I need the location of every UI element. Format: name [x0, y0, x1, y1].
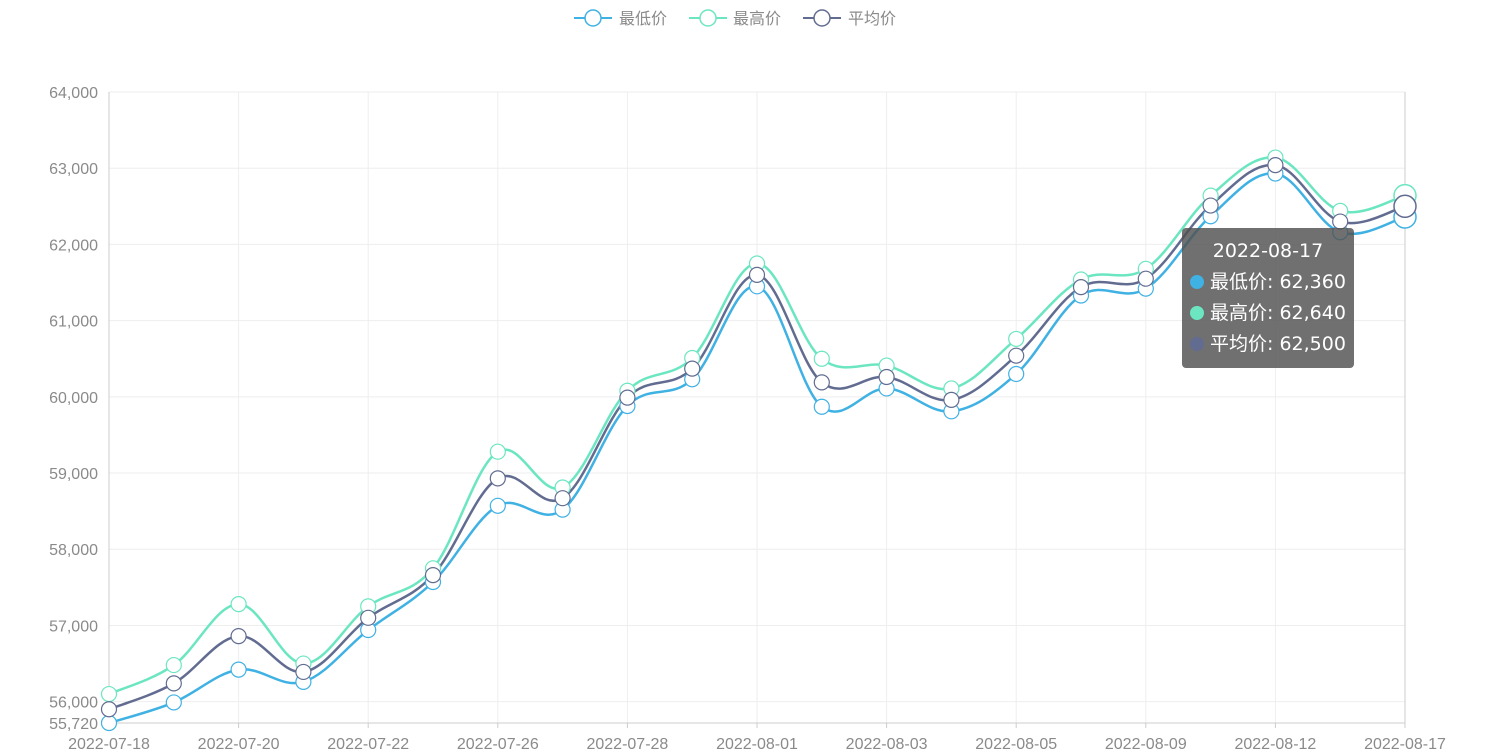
data-point-avg[interactable]: [878, 368, 895, 386]
legend-label: 平均价: [848, 9, 896, 28]
data-point-avg[interactable]: [1267, 157, 1284, 174]
y-tick-label: 55,720: [49, 716, 98, 733]
data-point-avg[interactable]: [1072, 278, 1090, 296]
data-point-max[interactable]: [489, 443, 506, 460]
series-layer: [100, 149, 1417, 732]
tooltip-row-label: 最低价: 62,360: [1210, 271, 1346, 293]
tooltip-title: 2022-08-17: [1212, 240, 1324, 262]
y-tick-label: 60,000: [49, 390, 98, 407]
y-tick-label: 56,000: [49, 695, 98, 712]
legend-marker-icon: [699, 9, 717, 27]
data-point-max[interactable]: [165, 656, 182, 674]
legend-label: 最低价: [619, 9, 667, 28]
x-tick-label: 2022-07-26: [457, 736, 539, 753]
data-point-avg[interactable]: [748, 266, 766, 283]
tooltip-row-min: 最低价: 62,360: [1190, 267, 1346, 298]
data-point-avg[interactable]: [1202, 197, 1219, 214]
legend[interactable]: 最低价 最高价 平均价: [574, 9, 896, 28]
data-point-avg[interactable]: [1393, 194, 1417, 219]
x-tick-label: 2022-07-20: [198, 736, 280, 753]
y-tick-label: 58,000: [49, 542, 98, 559]
legend-marker-icon: [584, 9, 602, 27]
data-point-min[interactable]: [489, 497, 506, 514]
legend-item-min[interactable]: 最低价: [574, 9, 667, 28]
x-tick-label: 2022-07-28: [586, 736, 668, 753]
grid: [109, 91, 1405, 723]
tooltip-row-label: 平均价: 62,500: [1210, 333, 1346, 355]
axes: 55,720 56,000 57,000 58,000 59,000 60,000 61,0…: [49, 85, 1446, 753]
data-point-min[interactable]: [1008, 365, 1025, 383]
data-point-min[interactable]: [230, 661, 247, 678]
legend-marker-icon: [813, 9, 831, 27]
x-tick-label: 2022-08-01: [716, 736, 798, 753]
series-line-avg: [108, 163, 1406, 711]
data-point-avg[interactable]: [1008, 347, 1025, 364]
tooltip-dot-min: [1190, 275, 1204, 289]
series-line-max: [108, 156, 1406, 696]
data-point-avg[interactable]: [684, 360, 701, 377]
y-tick-label: 62,000: [49, 237, 98, 254]
x-tick-label: 2022-07-18: [68, 736, 150, 753]
data-point-avg[interactable]: [230, 628, 247, 645]
x-tick-label: 2022-07-22: [327, 736, 409, 753]
legend-item-avg[interactable]: 平均价: [803, 9, 896, 28]
y-tick-label: 63,000: [49, 161, 98, 178]
tooltip-dot-avg: [1190, 337, 1204, 351]
data-point-avg[interactable]: [295, 663, 312, 681]
data-point-max[interactable]: [1008, 330, 1025, 348]
data-point-avg[interactable]: [619, 389, 636, 406]
data-point-avg[interactable]: [943, 391, 960, 408]
x-tick-label: 2022-08-12: [1234, 736, 1316, 753]
legend-item-max[interactable]: 最高价: [689, 9, 781, 28]
data-point-avg[interactable]: [813, 374, 830, 391]
data-point-avg[interactable]: [100, 701, 118, 718]
x-tick-label: 2022-08-09: [1105, 736, 1187, 753]
data-point-max[interactable]: [100, 685, 118, 703]
y-tick-label: 64,000: [49, 85, 98, 102]
data-point-avg[interactable]: [489, 470, 506, 487]
data-point-max[interactable]: [813, 350, 830, 367]
data-point-min[interactable]: [100, 714, 118, 732]
data-point-avg[interactable]: [1332, 213, 1349, 230]
tooltip-row-label: 最高价: 62,640: [1210, 302, 1346, 324]
data-point-min[interactable]: [165, 694, 182, 711]
legend-label: 最高价: [733, 9, 781, 28]
tooltip-row-max: 最高价: 62,640: [1190, 298, 1346, 329]
x-tick-label: 2022-08-03: [846, 736, 928, 753]
data-point-max[interactable]: [230, 596, 247, 613]
data-point-avg[interactable]: [165, 675, 182, 692]
tooltip-dot-max: [1190, 306, 1204, 320]
data-point-avg[interactable]: [1137, 270, 1154, 287]
data-point-avg[interactable]: [360, 609, 377, 626]
y-tick-label: 59,000: [49, 466, 98, 483]
tooltip: 2022-08-17 最低价: 62,360 最高价: 62,640 平均价: …: [1182, 228, 1354, 368]
x-tick-label: 2022-08-05: [975, 736, 1057, 753]
data-point-avg[interactable]: [554, 490, 571, 507]
data-point-avg[interactable]: [424, 567, 442, 584]
y-tick-label: 57,000: [49, 618, 98, 635]
tooltip-row-avg: 平均价: 62,500: [1190, 329, 1346, 360]
x-tick-label: 2022-08-17: [1364, 736, 1446, 753]
data-point-min[interactable]: [813, 398, 830, 415]
y-tick-label: 61,000: [49, 314, 98, 331]
